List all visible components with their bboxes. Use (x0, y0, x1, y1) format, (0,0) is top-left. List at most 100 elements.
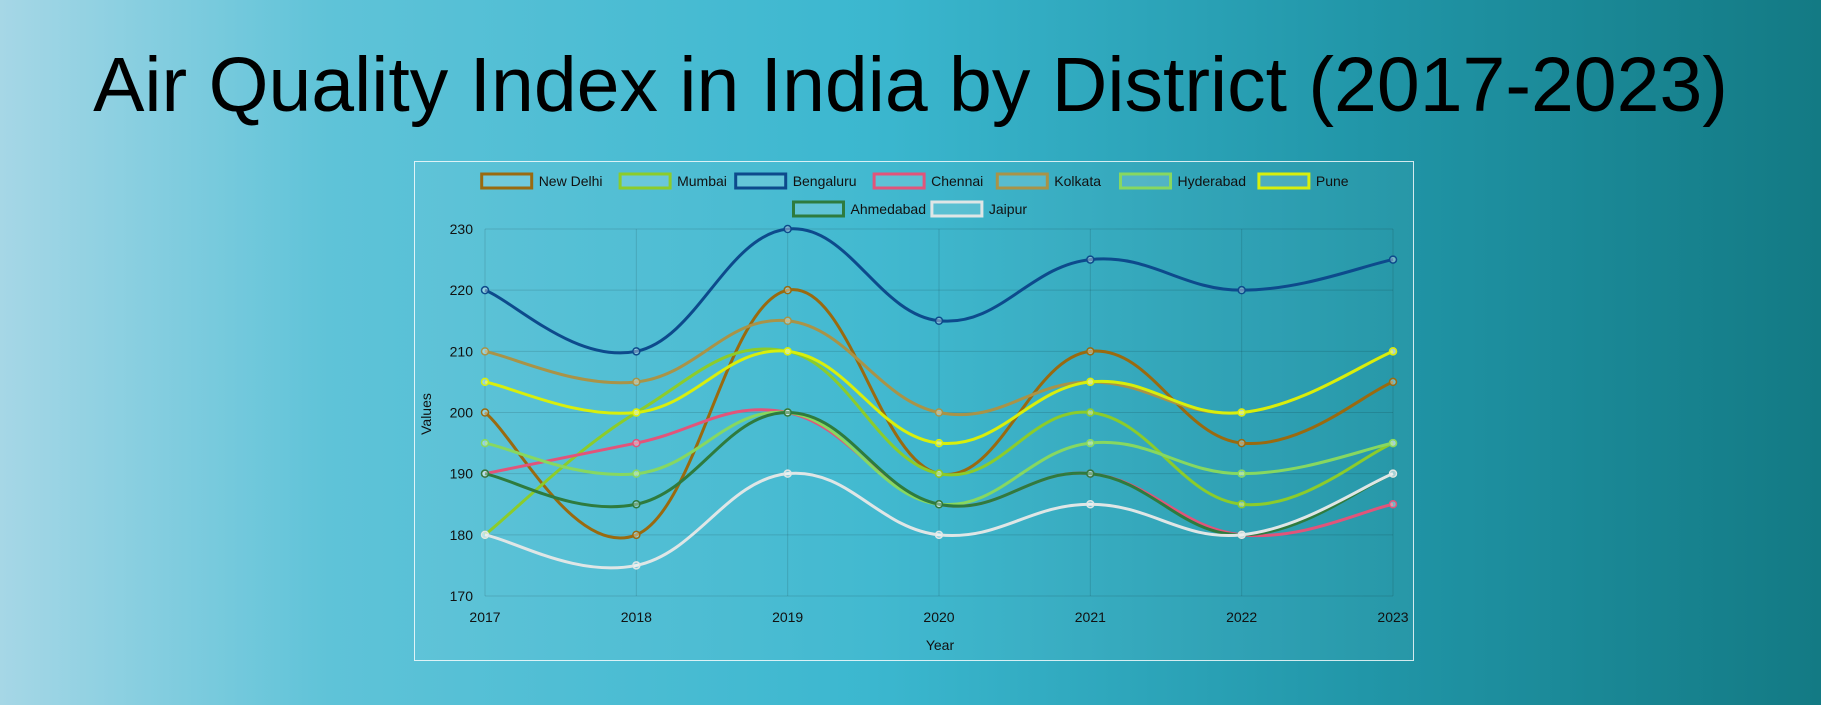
y-axis-label: Values (418, 393, 434, 435)
series-line-new-delhi (484, 288, 1394, 540)
legend-item-kolkata[interactable]: Kolkata (995, 172, 1101, 190)
legend-item-hyderabad[interactable]: Hyderabad (1119, 172, 1247, 190)
data-point-bengaluru[interactable] (632, 347, 641, 356)
legend-swatch (480, 172, 534, 190)
data-point-ahmedabad[interactable] (632, 500, 641, 509)
data-point-jaipur[interactable] (1086, 500, 1095, 509)
series-lines (480, 224, 1398, 570)
y-tick-label: 200 (450, 405, 474, 421)
data-point-new-delhi[interactable] (480, 408, 490, 417)
legend-label: Hyderabad (1178, 173, 1247, 189)
data-point-pune[interactable] (1237, 408, 1246, 417)
chart-container: 170 180 190 200 210 220 230 2017 2018 2019 2020 202… (414, 161, 1414, 661)
series-line-pune (484, 349, 1394, 445)
data-point-kolkata[interactable] (480, 347, 490, 356)
data-point-bengaluru[interactable] (783, 224, 792, 234)
data-point-kolkata[interactable] (783, 316, 792, 325)
data-point-hyderabad[interactable] (1237, 469, 1246, 478)
legend-swatch (618, 172, 672, 190)
legend-label: Ahmedabad (851, 201, 927, 217)
series-bengaluru (480, 224, 1398, 356)
x-tick-label: 2020 (923, 609, 954, 625)
data-point-hyderabad[interactable] (1388, 438, 1398, 448)
data-point-jaipur[interactable] (934, 530, 944, 540)
page-title: Air Quality Index in India by District (… (93, 42, 1728, 128)
legend-label: New Delhi (539, 173, 603, 189)
x-axis-label: Year (926, 637, 955, 653)
x-tick-label: 2017 (469, 609, 500, 625)
data-point-kolkata[interactable] (934, 408, 944, 417)
data-point-bengaluru[interactable] (1237, 285, 1246, 295)
data-point-jaipur[interactable] (632, 561, 641, 570)
legend-swatch (872, 172, 926, 190)
data-point-ahmedabad[interactable] (1086, 469, 1095, 478)
axes: 170 180 190 200 210 220 230 2017 2018 2019 2020 202… (450, 221, 1409, 625)
data-point-mumbai[interactable] (1086, 408, 1095, 417)
data-point-pune[interactable] (632, 408, 641, 417)
legend-item-pune[interactable]: Pune (1257, 172, 1349, 190)
x-tick-label: 2018 (621, 609, 652, 625)
legend: New Delhi Mumbai Bengaluru Chennai Kolkata Hy… (480, 172, 1349, 218)
y-tick-label: 190 (450, 466, 474, 482)
series-jaipur (480, 469, 1398, 570)
x-tick-label: 2021 (1075, 609, 1106, 625)
data-point-ahmedabad[interactable] (480, 469, 490, 478)
legend-label: Bengaluru (793, 173, 857, 189)
x-tick-label: 2023 (1377, 609, 1408, 625)
data-point-pune[interactable] (480, 377, 490, 387)
y-tick-label: 210 (450, 343, 474, 359)
data-point-new-delhi[interactable] (1237, 438, 1246, 448)
legend-item-new-delhi[interactable]: New Delhi (480, 172, 603, 190)
legend-swatch (734, 172, 788, 190)
data-point-ahmedabad[interactable] (783, 408, 792, 417)
data-point-ahmedabad[interactable] (934, 500, 944, 509)
series-line-bengaluru (484, 227, 1394, 355)
legend-label: Kolkata (1054, 173, 1101, 189)
data-point-mumbai[interactable] (934, 469, 944, 478)
data-point-chennai[interactable] (1388, 500, 1398, 509)
data-point-new-delhi[interactable] (1086, 347, 1095, 356)
data-point-mumbai[interactable] (1237, 500, 1246, 509)
data-point-pune[interactable] (934, 438, 944, 448)
data-point-jaipur[interactable] (1237, 530, 1246, 540)
data-point-bengaluru[interactable] (1086, 255, 1095, 264)
data-point-hyderabad[interactable] (480, 438, 490, 448)
legend-swatch (930, 200, 984, 218)
legend-swatch (1119, 172, 1172, 190)
legend-item-jaipur[interactable]: Jaipur (930, 200, 1027, 218)
y-tick-label: 180 (450, 527, 474, 543)
data-point-bengaluru[interactable] (934, 316, 944, 325)
legend-item-ahmedabad[interactable]: Ahmedabad (792, 200, 927, 218)
data-point-jaipur[interactable] (783, 469, 792, 478)
legend-label: Jaipur (989, 201, 1027, 217)
data-point-hyderabad[interactable] (1086, 438, 1095, 448)
legend-item-chennai[interactable]: Chennai (872, 172, 983, 190)
line-chart: 170 180 190 200 210 220 230 2017 2018 2019 2020 202… (418, 172, 1409, 653)
data-point-jaipur[interactable] (480, 530, 490, 540)
data-point-chennai[interactable] (632, 438, 641, 448)
data-point-new-delhi[interactable] (632, 530, 641, 540)
x-tick-label: 2022 (1226, 609, 1257, 625)
x-tick-label: 2019 (772, 609, 803, 625)
data-point-pune[interactable] (1388, 347, 1398, 356)
data-point-new-delhi[interactable] (1388, 377, 1398, 387)
data-point-bengaluru[interactable] (1388, 255, 1398, 264)
legend-label: Mumbai (677, 173, 727, 189)
legend-item-bengaluru[interactable]: Bengaluru (734, 172, 857, 190)
y-tick-label: 230 (450, 221, 474, 237)
data-point-jaipur[interactable] (1388, 469, 1398, 478)
series-line-jaipur (484, 471, 1394, 570)
y-tick-label: 170 (450, 588, 474, 604)
legend-label: Pune (1316, 173, 1349, 189)
data-point-pune[interactable] (1086, 377, 1095, 387)
legend-swatch (995, 172, 1049, 190)
data-point-pune[interactable] (783, 347, 792, 356)
data-point-hyderabad[interactable] (632, 469, 641, 478)
data-point-new-delhi[interactable] (783, 285, 792, 295)
legend-swatch (792, 200, 845, 218)
legend-item-mumbai[interactable]: Mumbai (618, 172, 727, 190)
data-point-bengaluru[interactable] (480, 285, 490, 295)
legend-label: Chennai (931, 173, 983, 189)
y-tick-label: 220 (450, 282, 474, 298)
data-point-kolkata[interactable] (632, 377, 641, 387)
